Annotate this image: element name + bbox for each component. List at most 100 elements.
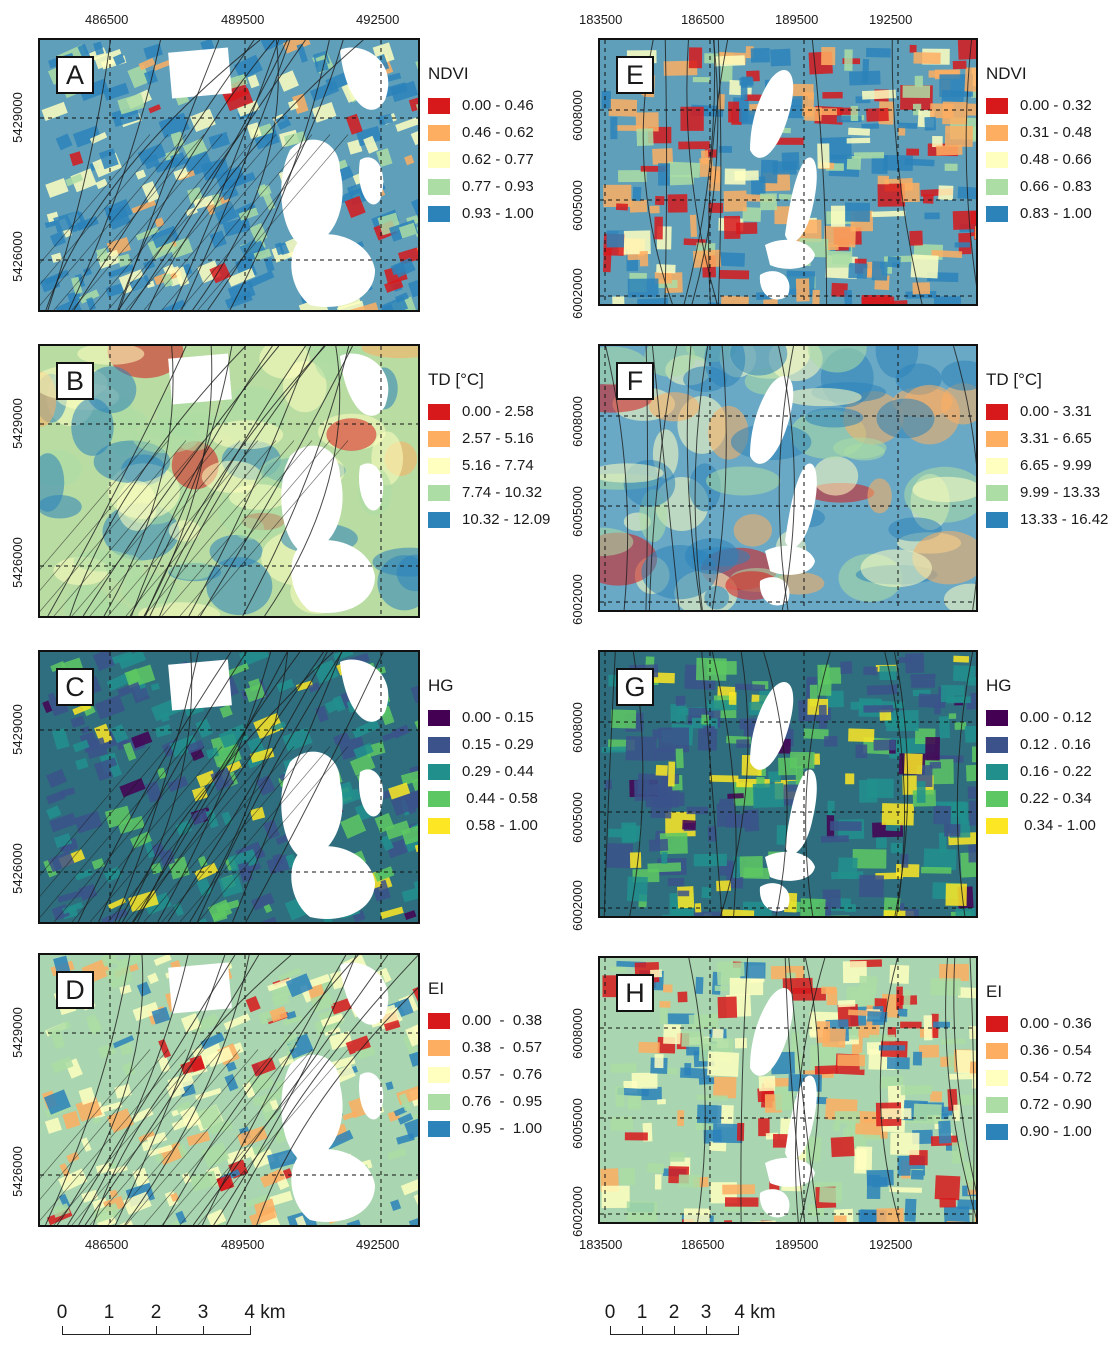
y-tick-label: 6008000 xyxy=(569,1008,585,1059)
legend-entry: 0.38 - 0.57 xyxy=(428,1034,542,1061)
map-raster xyxy=(600,40,976,304)
legend-class-label: 0.36 - 0.54 xyxy=(1020,1042,1092,1059)
legend-swatch xyxy=(986,178,1008,195)
map-panel-b: B xyxy=(38,344,420,618)
legend-swatch xyxy=(986,457,1008,474)
legend-class-label: 0.00 - 2.58 xyxy=(462,403,534,420)
panel-letter: C xyxy=(56,668,94,706)
panel-letter: B xyxy=(56,362,94,400)
x-tick-label: 486500 xyxy=(85,1237,129,1252)
legend-class-label: 0.83 - 1.00 xyxy=(1020,205,1092,222)
scalebar-label: 3 xyxy=(700,1302,712,1323)
legend-swatch xyxy=(986,484,1008,501)
scalebar-tick xyxy=(109,1326,110,1335)
panel-letter: E xyxy=(616,56,654,94)
legend-class-label: 5.16 - 7.74 xyxy=(462,457,534,474)
legend-class-label: 10.32 - 12.09 xyxy=(462,511,551,528)
x-tick-label: 192500 xyxy=(869,12,913,27)
legend-entry: 0.00 - 3.31 xyxy=(986,398,1108,425)
legend-swatch xyxy=(428,205,450,222)
legend-class-label: 0.93 - 1.00 xyxy=(462,205,534,222)
y-tick-label: 5426000 xyxy=(9,1146,25,1197)
legend-class-label: 0.46 - 0.62 xyxy=(462,124,534,141)
legend-entry: 0.15 - 0.29 xyxy=(428,731,538,758)
legend-swatch xyxy=(428,457,450,474)
legend-entry: 0.48 - 0.66 xyxy=(986,146,1092,173)
legend-swatch xyxy=(428,1066,450,1083)
legend-swatch xyxy=(428,817,450,834)
legend-swatch xyxy=(986,709,1008,726)
x-tick-label: 492500 xyxy=(356,12,400,27)
x-tick-label: 186500 xyxy=(681,12,725,27)
scalebar-tick xyxy=(62,1326,63,1335)
legend-title: NDVI xyxy=(986,64,1027,83)
legend-class-label: 0.00 - 0.38 xyxy=(462,1012,543,1029)
x-tick-label: 183500 xyxy=(579,12,623,27)
legend-entry: 0.66 - 0.83 xyxy=(986,173,1092,200)
legend-swatch xyxy=(428,151,450,168)
legend-e: NDVI 0.00 - 0.32 0.31 - 0.48 0.48 - 0.66 0.6… xyxy=(986,64,1092,227)
legend-swatch xyxy=(986,511,1008,528)
scalebar-tick xyxy=(642,1326,643,1335)
legend-class-label: 0.00 - 0.15 xyxy=(462,709,534,726)
legend-d: EI 0.00 - 0.38 0.38 - 0.57 0.57 - 0.76 0.76 … xyxy=(428,979,542,1142)
scalebar-tick xyxy=(156,1326,157,1335)
legend-swatch xyxy=(986,790,1008,807)
panel-letter: D xyxy=(56,971,94,1009)
legend-class-label: 0.77 - 0.93 xyxy=(462,178,534,195)
y-tick-label: 6002000 xyxy=(569,574,585,625)
legend-entry: 13.33 - 16.42 xyxy=(986,506,1108,533)
scalebar-label: 1 xyxy=(636,1302,648,1323)
scalebar-label: 0 xyxy=(604,1302,616,1323)
scalebar-tick xyxy=(203,1326,204,1335)
legend-swatch xyxy=(986,1096,1008,1113)
legend-a: NDVI 0.00 - 0.46 0.46 - 0.62 0.62 - 0.77 0.7… xyxy=(428,64,534,227)
legend-entry: 7.74 - 10.32 xyxy=(428,479,550,506)
x-tick-label: 183500 xyxy=(579,1237,623,1252)
legend-swatch xyxy=(986,124,1008,141)
legend-class-label: 0.00 - 0.36 xyxy=(1020,1015,1092,1032)
scalebar-tick xyxy=(610,1326,611,1335)
scalebar-tick xyxy=(674,1326,675,1335)
x-tick-label: 186500 xyxy=(681,1237,725,1252)
panel-letter: A xyxy=(56,56,94,94)
scalebar-label: 3 xyxy=(197,1302,209,1323)
legend-entry: 0.00 - 0.36 xyxy=(986,1010,1092,1037)
legend-entry: 0.95 - 1.00 xyxy=(428,1115,542,1142)
legend-entry: 0.36 - 0.54 xyxy=(986,1037,1092,1064)
legend-swatch xyxy=(986,403,1008,420)
legend-c: HG 0.00 - 0.15 0.15 - 0.29 0.29 - 0.44 0.44… xyxy=(428,676,538,839)
map-panel-g: G xyxy=(598,650,978,918)
legend-entry: 0.22 - 0.34 xyxy=(986,785,1096,812)
legend-class-label: 0.44 - 0.58 xyxy=(462,790,538,807)
x-tick-label: 489500 xyxy=(221,1237,265,1252)
legend-class-label: 0.76 - 0.95 xyxy=(462,1093,543,1110)
legend-class-label: 0.34 - 1.00 xyxy=(1020,817,1096,834)
legend-class-label: 0.00 - 0.12 xyxy=(1020,709,1092,726)
scalebar-tick xyxy=(250,1326,251,1335)
legend-title: HG xyxy=(428,676,454,695)
legend-swatch xyxy=(428,484,450,501)
x-tick-label: 489500 xyxy=(221,12,265,27)
legend-swatch xyxy=(428,403,450,420)
map-raster xyxy=(40,346,418,616)
legend-swatch xyxy=(986,736,1008,753)
legend-swatch xyxy=(428,790,450,807)
legend-class-label: 0.00 - 0.46 xyxy=(462,97,534,114)
legend-entry: 0.34 - 1.00 xyxy=(986,812,1096,839)
legend-swatch xyxy=(428,430,450,447)
map-raster xyxy=(40,955,418,1225)
legend-swatch xyxy=(986,97,1008,114)
legend-entry: 0.77 - 0.93 xyxy=(428,173,534,200)
legend-swatch xyxy=(428,709,450,726)
legend-class-label: 0.48 - 0.66 xyxy=(1020,151,1092,168)
legend-swatch xyxy=(428,1012,450,1029)
legend-swatch xyxy=(986,430,1008,447)
legend-swatch xyxy=(986,1123,1008,1140)
legend-swatch xyxy=(986,205,1008,222)
map-panel-c: C xyxy=(38,650,420,924)
scalebar-tick xyxy=(706,1326,707,1335)
map-raster xyxy=(600,958,976,1222)
legend-entry: 0.93 - 1.00 xyxy=(428,200,534,227)
legend-swatch xyxy=(986,763,1008,780)
